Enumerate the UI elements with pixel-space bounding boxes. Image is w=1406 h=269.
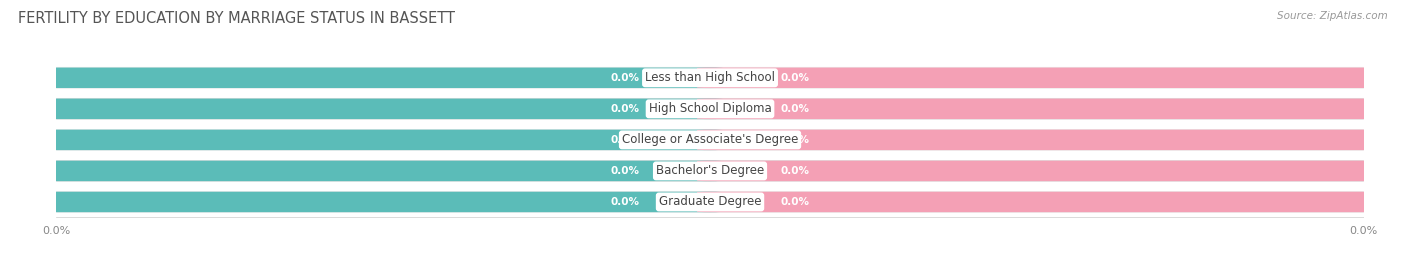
Text: 0.0%: 0.0%: [780, 135, 810, 145]
FancyBboxPatch shape: [56, 129, 1364, 151]
Text: 0.0%: 0.0%: [610, 135, 640, 145]
Text: College or Associate's Degree: College or Associate's Degree: [621, 133, 799, 146]
FancyBboxPatch shape: [697, 99, 1376, 119]
FancyBboxPatch shape: [697, 192, 1376, 212]
FancyBboxPatch shape: [44, 99, 723, 119]
Text: 0.0%: 0.0%: [780, 73, 810, 83]
Text: FERTILITY BY EDUCATION BY MARRIAGE STATUS IN BASSETT: FERTILITY BY EDUCATION BY MARRIAGE STATU…: [18, 11, 456, 26]
Text: 0.0%: 0.0%: [610, 197, 640, 207]
Text: 0.0%: 0.0%: [610, 166, 640, 176]
FancyBboxPatch shape: [56, 191, 1364, 213]
FancyBboxPatch shape: [44, 130, 723, 150]
Text: 0.0%: 0.0%: [780, 166, 810, 176]
Text: 0.0%: 0.0%: [780, 197, 810, 207]
FancyBboxPatch shape: [44, 161, 723, 181]
Text: Bachelor's Degree: Bachelor's Degree: [657, 164, 763, 178]
FancyBboxPatch shape: [44, 68, 723, 88]
Text: Graduate Degree: Graduate Degree: [659, 196, 761, 208]
Text: 0.0%: 0.0%: [610, 104, 640, 114]
FancyBboxPatch shape: [44, 192, 723, 212]
Text: Less than High School: Less than High School: [645, 71, 775, 84]
FancyBboxPatch shape: [56, 160, 1364, 182]
FancyBboxPatch shape: [697, 130, 1376, 150]
Text: High School Diploma: High School Diploma: [648, 102, 772, 115]
Text: 0.0%: 0.0%: [610, 73, 640, 83]
Text: Source: ZipAtlas.com: Source: ZipAtlas.com: [1277, 11, 1388, 21]
FancyBboxPatch shape: [697, 68, 1376, 88]
FancyBboxPatch shape: [697, 161, 1376, 181]
Text: 0.0%: 0.0%: [780, 104, 810, 114]
FancyBboxPatch shape: [56, 98, 1364, 120]
FancyBboxPatch shape: [56, 67, 1364, 89]
